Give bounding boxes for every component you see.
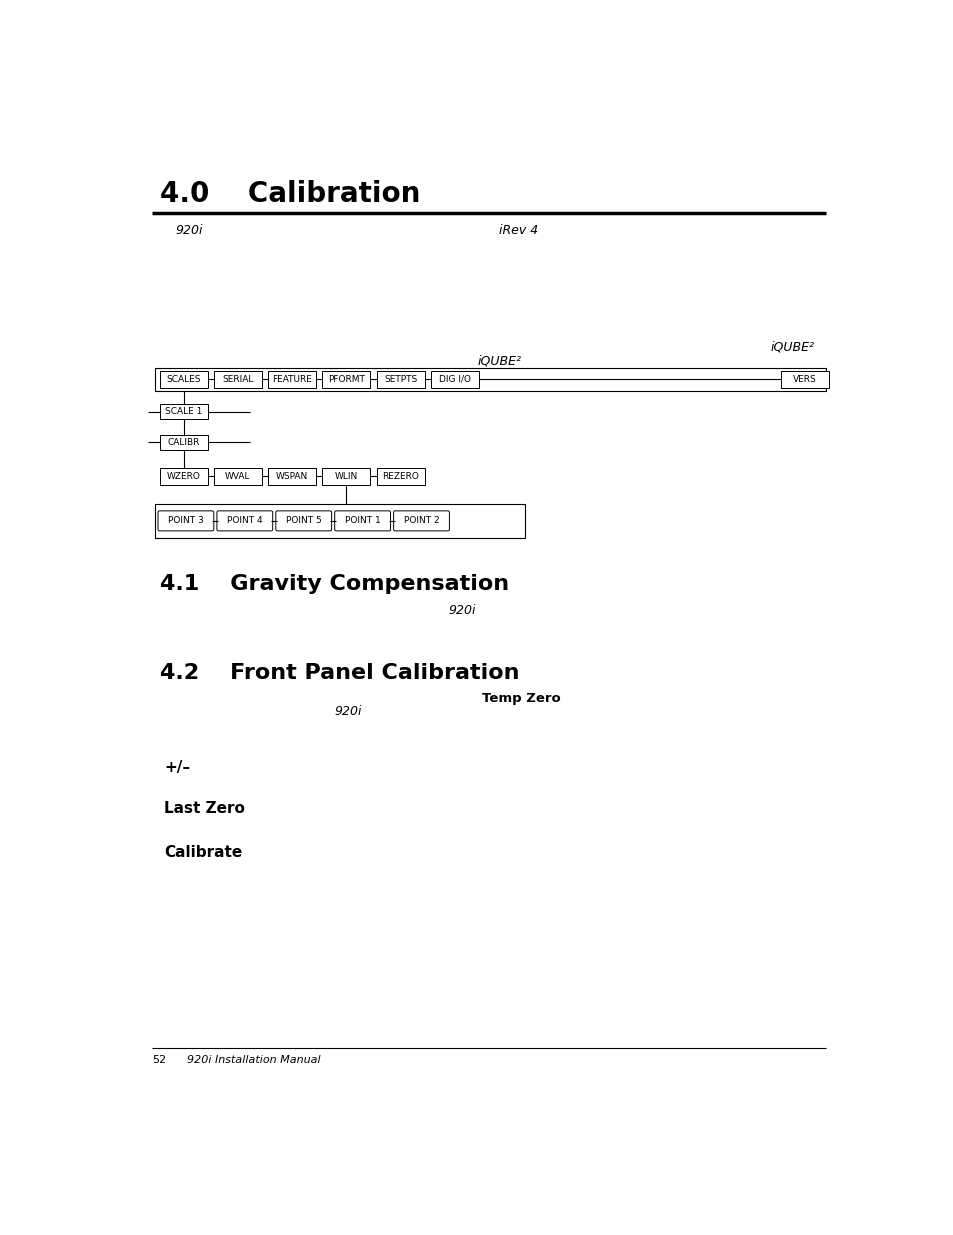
Text: WSPAN: WSPAN [275, 472, 308, 480]
Text: 920i: 920i [448, 604, 476, 618]
Bar [781, 370, 828, 388]
Text: POINT 3: POINT 3 [168, 516, 204, 525]
Bar [154, 504, 525, 537]
Text: SETPTS: SETPTS [383, 374, 416, 384]
Text: POINT 2: POINT 2 [403, 516, 438, 525]
FancyBboxPatch shape [394, 511, 449, 531]
Text: Calibrate: Calibrate [164, 845, 242, 860]
Text: WZERO: WZERO [167, 472, 200, 480]
Text: Last Zero: Last Zero [164, 802, 245, 816]
Bar [431, 370, 478, 388]
Bar [213, 370, 261, 388]
FancyBboxPatch shape [275, 511, 332, 531]
Bar [376, 370, 424, 388]
Text: DIG I/O: DIG I/O [438, 374, 471, 384]
Bar [159, 468, 208, 484]
Bar [159, 435, 208, 450]
Text: 920i: 920i [174, 224, 202, 237]
Text: 920i Installation Manual: 920i Installation Manual [187, 1055, 321, 1066]
Bar [154, 368, 825, 390]
Text: iQUBE²: iQUBE² [476, 354, 520, 368]
Text: CALIBR: CALIBR [167, 438, 199, 447]
Text: WVAL: WVAL [225, 472, 251, 480]
Text: POINT 4: POINT 4 [227, 516, 262, 525]
Text: POINT 1: POINT 1 [344, 516, 380, 525]
FancyBboxPatch shape [158, 511, 213, 531]
Text: PFORMT: PFORMT [328, 374, 364, 384]
Text: iRev 4: iRev 4 [498, 224, 537, 237]
Text: VERS: VERS [792, 374, 816, 384]
Text: 4.2    Front Panel Calibration: 4.2 Front Panel Calibration [159, 662, 518, 683]
Text: 4.1    Gravity Compensation: 4.1 Gravity Compensation [159, 574, 508, 594]
Bar [159, 370, 208, 388]
Bar [268, 370, 315, 388]
FancyBboxPatch shape [216, 511, 273, 531]
Text: 920i: 920i [335, 705, 362, 718]
Text: 4.0    Calibration: 4.0 Calibration [159, 180, 419, 209]
Bar [376, 468, 424, 484]
Bar [213, 468, 261, 484]
Text: SCALES: SCALES [166, 374, 201, 384]
Bar [268, 468, 315, 484]
Bar [322, 468, 370, 484]
Text: SERIAL: SERIAL [222, 374, 253, 384]
Text: WLIN: WLIN [335, 472, 357, 480]
Text: Temp Zero: Temp Zero [481, 692, 560, 705]
Text: +/–: +/– [164, 761, 191, 776]
Text: FEATURE: FEATURE [272, 374, 312, 384]
Text: REZERO: REZERO [382, 472, 418, 480]
Text: POINT 5: POINT 5 [286, 516, 321, 525]
Bar [322, 370, 370, 388]
Text: 52: 52 [152, 1055, 166, 1066]
Text: iQUBE²: iQUBE² [769, 341, 814, 353]
Bar [159, 404, 208, 419]
Text: SCALE 1: SCALE 1 [165, 408, 202, 416]
FancyBboxPatch shape [335, 511, 390, 531]
